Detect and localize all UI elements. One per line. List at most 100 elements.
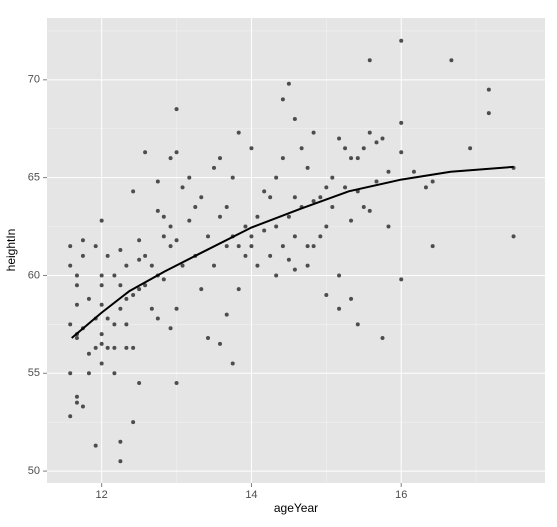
- x-axis-label: ageYear: [274, 501, 318, 515]
- point: [305, 244, 310, 249]
- point: [292, 195, 297, 200]
- point: [274, 175, 279, 180]
- point: [161, 234, 166, 239]
- point: [243, 253, 248, 258]
- point: [274, 273, 279, 278]
- point: [230, 361, 235, 366]
- y-axis-label: heightIn: [4, 229, 18, 272]
- point: [224, 312, 229, 317]
- point: [280, 156, 285, 161]
- point: [324, 224, 329, 229]
- point: [268, 195, 273, 200]
- point: [311, 130, 316, 135]
- point: [430, 244, 435, 249]
- point: [236, 244, 241, 249]
- point: [99, 218, 104, 223]
- point: [305, 165, 310, 170]
- point: [99, 332, 104, 337]
- point: [124, 322, 129, 327]
- point: [486, 87, 491, 92]
- point: [168, 156, 173, 161]
- point: [118, 439, 123, 444]
- point: [112, 322, 117, 327]
- point: [423, 185, 428, 190]
- point: [280, 97, 285, 102]
- point: [367, 130, 372, 135]
- point: [292, 116, 297, 121]
- point: [105, 345, 110, 350]
- point: [330, 204, 335, 209]
- point: [380, 336, 385, 341]
- point: [137, 238, 142, 243]
- point: [80, 238, 85, 243]
- point: [211, 263, 216, 268]
- point: [399, 277, 404, 282]
- point: [174, 150, 179, 155]
- point: [367, 208, 372, 213]
- point: [118, 459, 123, 464]
- point: [143, 150, 148, 155]
- point: [68, 263, 73, 268]
- point: [380, 136, 385, 141]
- point: [155, 316, 160, 321]
- point: [131, 189, 136, 194]
- point: [262, 228, 267, 233]
- point: [217, 214, 222, 219]
- point: [324, 293, 329, 298]
- point: [449, 58, 454, 63]
- x-tick-label: 16: [395, 489, 407, 501]
- point: [68, 244, 73, 249]
- point: [199, 195, 204, 200]
- y-tick-label: 65: [28, 172, 40, 184]
- point: [68, 322, 73, 327]
- point: [286, 257, 291, 262]
- point: [187, 175, 192, 180]
- point: [161, 214, 166, 219]
- point: [174, 107, 179, 112]
- point: [168, 326, 173, 331]
- point: [299, 146, 304, 151]
- point: [255, 214, 260, 219]
- point: [99, 361, 104, 366]
- point: [187, 218, 192, 223]
- point: [430, 179, 435, 184]
- point: [99, 273, 104, 278]
- point: [74, 400, 79, 405]
- point: [411, 169, 416, 174]
- point: [355, 156, 360, 161]
- point: [355, 322, 360, 327]
- point: [131, 293, 136, 298]
- point: [255, 263, 260, 268]
- point: [399, 150, 404, 155]
- point: [330, 175, 335, 180]
- point: [168, 224, 173, 229]
- y-tick-label: 50: [28, 465, 40, 477]
- y-tick-label: 60: [28, 269, 40, 281]
- point: [93, 443, 98, 448]
- point: [86, 351, 91, 356]
- point: [86, 296, 91, 301]
- point: [80, 404, 85, 409]
- y-tick-label: 70: [28, 74, 40, 86]
- point: [337, 136, 342, 141]
- point: [249, 146, 254, 151]
- x-tick-label: 14: [245, 489, 257, 501]
- point: [286, 214, 291, 219]
- point: [249, 234, 254, 239]
- point: [149, 306, 154, 311]
- point: [112, 371, 117, 376]
- point: [343, 146, 348, 151]
- point: [268, 253, 273, 258]
- point: [124, 296, 129, 301]
- point: [112, 273, 117, 278]
- point: [131, 420, 136, 425]
- point: [274, 224, 279, 229]
- point: [143, 253, 148, 258]
- point: [86, 371, 91, 376]
- point: [99, 341, 104, 346]
- point: [367, 58, 372, 63]
- point: [105, 253, 110, 258]
- point: [211, 165, 216, 170]
- point: [361, 204, 366, 209]
